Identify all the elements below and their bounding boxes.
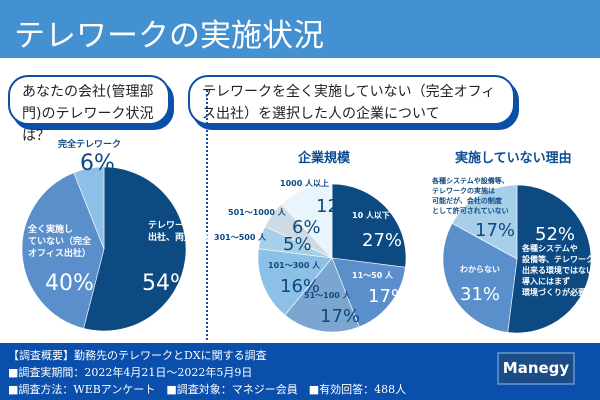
slice-label: 501～1000 人 <box>228 207 287 217</box>
slice-label: わからない <box>460 265 500 274</box>
pie-slice <box>257 248 333 316</box>
footer-line: ■調査実期間：2022年4月21日～2022年5月9日 <box>8 366 253 379</box>
slice-label: 11～50 人 <box>352 270 394 280</box>
page-title: テレワークの実施状況 <box>0 0 600 58</box>
slice-label: 全く実施していない（完全オフィス出社） <box>27 223 92 259</box>
slice-label: 各種システムや設備等、テレワークの実施は可能だが、会社の制度として許可されていな… <box>431 176 509 215</box>
pie-slice <box>21 172 105 329</box>
chart-title-reason: 実施していない理由 <box>455 151 572 166</box>
slice-label: 1000 人以上 <box>280 178 329 188</box>
slice-value: 17% <box>368 286 408 307</box>
slice-value: 6% <box>292 217 321 238</box>
slice-value: 40% <box>45 271 94 296</box>
slice-value: 16% <box>280 276 320 297</box>
slice-label: 各種システムや設備等、テレワーク出来る環境ではない。導入にはまず環境づくりが必要 <box>521 243 600 297</box>
footer-line: 【調査概要】勤務先のテレワークとDXに関する調査 <box>8 349 267 362</box>
slice-value: 17% <box>475 220 515 241</box>
slice-label: テレワークと出社、両方ある <box>148 220 211 243</box>
slice-value: 27% <box>362 230 402 251</box>
slice-value: 6% <box>80 151 115 176</box>
question-bubble-1: あなたの会社(管理部門)のテレワーク状況は？ <box>8 75 170 144</box>
slice-value: 17% <box>320 306 360 327</box>
pie-slice <box>451 184 518 260</box>
pie-slice <box>280 183 333 259</box>
slice-value: 5% <box>283 234 312 255</box>
slice-label: 301～500 人 <box>214 232 267 242</box>
slice-label: 完全テレワーク <box>58 138 121 150</box>
pie-slice <box>284 257 360 333</box>
manegy-logo: Manegy <box>497 352 575 385</box>
chart-title-size: 企業規模 <box>298 151 351 166</box>
pie-slice <box>507 184 592 334</box>
slice-value: 54% <box>142 271 191 296</box>
pie-slice <box>331 183 407 268</box>
slice-label: 10 人以下 <box>352 210 390 220</box>
slice-value: 52% <box>535 224 575 245</box>
pie-slice <box>331 257 406 328</box>
pie-slice <box>73 166 105 250</box>
slice-value: 12% <box>316 196 356 217</box>
pie-slice <box>83 166 187 332</box>
footer-line: ■調査方法：WEBアンケート ■調査対象：マネジー会員 ■有効回答：488人 <box>8 383 407 396</box>
divider <box>206 90 208 340</box>
slice-label: 101～300 人 <box>268 260 321 270</box>
question-bubble-2: テレワークを全く実施していない（完全オフィス出社）を選択した人の企業について <box>188 75 515 125</box>
slice-value: 31% <box>460 284 500 305</box>
slice-label: 51～100 人 <box>304 290 352 300</box>
pie-slice <box>442 222 518 333</box>
